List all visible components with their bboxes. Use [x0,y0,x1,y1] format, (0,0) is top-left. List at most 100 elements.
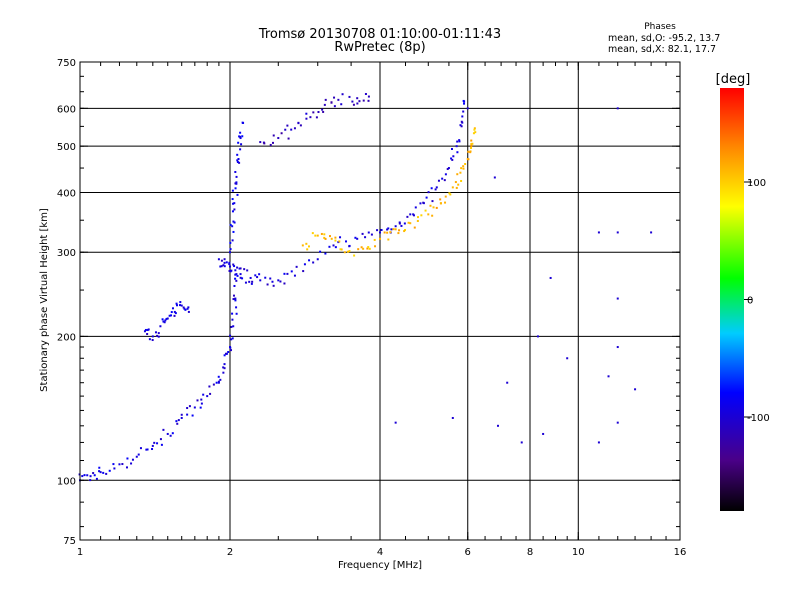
data-point [470,139,473,142]
data-point [379,231,381,234]
data-point [366,247,369,250]
data-point [435,206,438,209]
data-point [320,232,323,235]
data-point [471,142,474,145]
data-point [223,265,226,268]
data-point [439,202,442,205]
data-point [105,472,108,475]
data-point [231,210,234,213]
data-point [432,206,435,209]
data-point [444,173,447,176]
data-point [173,310,176,313]
data-point [229,265,231,268]
data-point [389,231,392,234]
data-point [156,442,159,445]
data-point [394,228,397,231]
data-point [354,236,357,239]
data-point [157,335,160,338]
data-point [202,393,205,396]
data-point [269,277,272,280]
colorbar-tick-label: 100 [747,178,766,189]
data-point [353,254,356,257]
data-point [102,471,105,474]
data-point [180,416,183,419]
data-point [370,233,373,236]
data-point [227,351,230,354]
data-point [394,421,397,424]
data-point [542,432,545,435]
data-point [520,441,523,444]
data-point [143,330,146,333]
data-point [156,334,159,337]
data-point [171,307,174,310]
data-point [151,448,154,451]
data-point [305,117,308,120]
data-point [312,111,315,114]
data-point [236,274,239,277]
data-point [162,428,165,431]
data-point [306,248,309,251]
data-point [361,232,364,235]
data-point [343,251,346,254]
data-point [308,259,311,262]
data-point [236,193,239,196]
data-point [92,472,95,475]
data-point [339,248,342,251]
data-point [397,232,400,235]
data-point [98,466,101,469]
data-point [157,332,160,335]
data-point [238,267,241,270]
data-point [322,110,325,113]
data-point [449,193,452,196]
data-point [340,103,343,106]
data-point [367,246,370,249]
data-point [312,261,315,264]
data-point [404,228,407,231]
data-point [425,196,428,199]
data-point [412,213,415,216]
data-point [356,97,359,100]
data-point [419,202,422,205]
data-point [234,297,237,300]
data-point [356,102,359,105]
data-point [305,112,308,115]
data-point [357,248,360,251]
data-point [175,420,178,423]
data-point [427,213,430,216]
data-point [362,247,365,250]
data-point [162,320,165,323]
data-point [277,279,280,282]
data-point [126,457,129,460]
data-point [238,135,241,138]
data-point [345,240,348,243]
data-point [454,181,457,184]
data-point [234,277,237,280]
data-point [302,270,305,273]
data-point [196,399,199,402]
data-point [239,137,242,140]
data-point [236,161,239,164]
data-point [118,463,121,466]
data-point [460,167,463,170]
data-point [220,265,223,268]
data-point [113,467,116,470]
data-point [180,304,183,307]
data-point [83,474,86,477]
phase-stats-x-mode: mean, sd,X: 82.1, 17.7 [608,44,717,55]
data-point [431,214,434,217]
data-point [217,380,220,383]
data-point [452,155,455,158]
data-point [271,141,274,144]
data-point [263,142,266,145]
data-point [272,134,275,137]
y-tick-label: 200 [57,332,76,343]
data-point [450,147,453,150]
data-point [459,171,462,174]
data-point [86,474,89,477]
data-point [200,402,203,405]
x-axis-label: Frequency [MHz] [338,560,422,571]
data-point [173,314,176,317]
data-point [223,363,226,366]
data-point [135,455,138,458]
data-point [180,413,183,416]
